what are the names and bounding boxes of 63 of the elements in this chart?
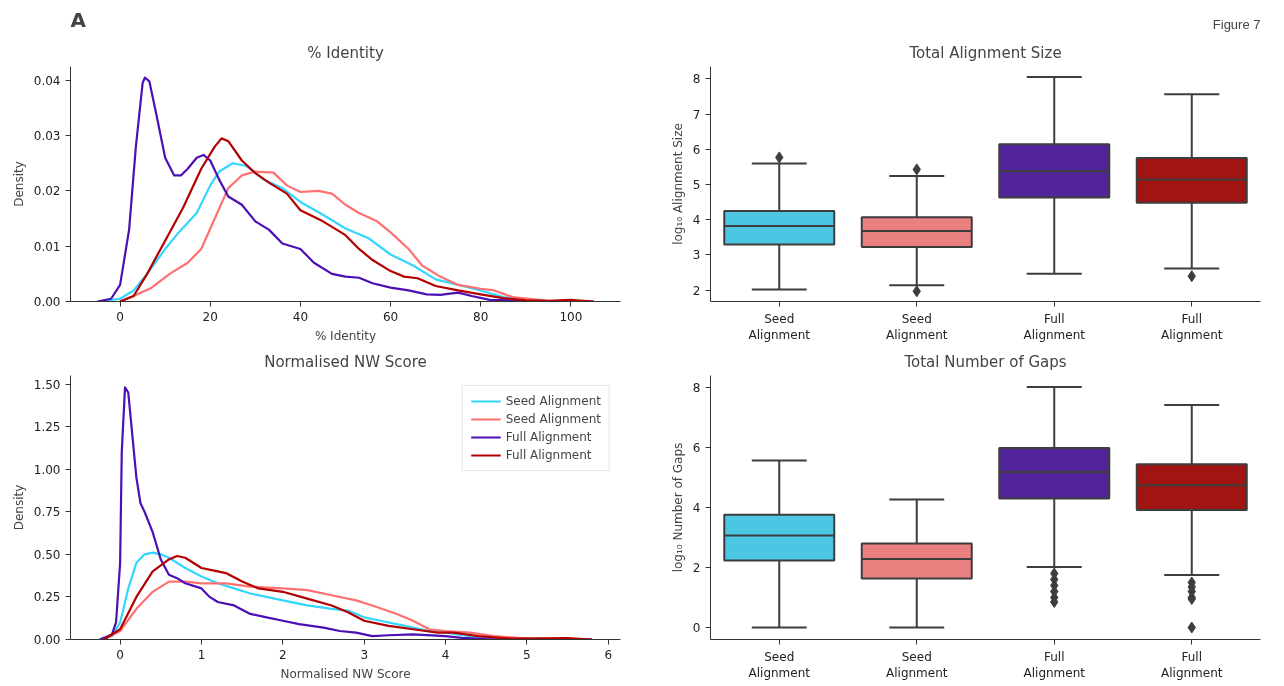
legend-label: Full Alignment	[505, 448, 592, 462]
y-axis-title: Density	[11, 161, 26, 207]
x-tick-label: Seed Alignment	[886, 311, 948, 343]
legend-label: Seed Alignment	[505, 394, 601, 408]
x-tick-label: 80	[473, 309, 489, 324]
x-tick-label: 0	[116, 309, 124, 324]
y-tick-label: 0.02	[33, 184, 61, 199]
y-tick-label: 1.00	[33, 462, 61, 477]
x-axis-title: Normalised NW Score	[280, 666, 411, 681]
x-tick-label: Seed Alignment	[748, 311, 811, 343]
legend-label: Full Alignment	[505, 430, 592, 444]
x-tick-label: 100	[559, 309, 583, 324]
x-tick-label: 40	[292, 309, 309, 324]
chart-title: Total Number of Gaps	[903, 352, 1067, 371]
x-tick-label: 1	[197, 647, 206, 662]
x-tick-label: Full Alignment	[1161, 649, 1223, 681]
y-axis-title: log₁₀ Alignment Size	[670, 123, 685, 245]
x-tick-label: 3	[360, 647, 369, 662]
y-tick-label: 1.25	[33, 420, 61, 435]
y-tick-label: 1.50	[33, 377, 61, 392]
x-tick-label: 0	[116, 647, 124, 662]
y-tick-label: 4	[692, 501, 701, 515]
y-tick-label: 6	[692, 441, 701, 455]
text: A	[70, 7, 87, 32]
y-tick-label: 3	[692, 248, 701, 263]
y-tick-label: 8	[692, 72, 701, 87]
y-tick-label: 0.00	[33, 633, 61, 647]
chart-title: Normalised NW Score	[264, 352, 427, 371]
x-tick-label: 60	[382, 309, 399, 324]
x-tick-label: 2	[279, 647, 287, 662]
x-tick-label: Seed Alignment	[748, 649, 811, 681]
y-tick-label: 0.75	[33, 505, 61, 520]
y-tick-label: 0.03	[33, 129, 61, 144]
y-tick-label: 0.00	[33, 295, 61, 309]
x-tick-label: 6	[604, 647, 613, 662]
y-tick-label: 0.50	[33, 547, 61, 562]
x-tick-label: 5	[523, 647, 531, 662]
chart-title: % Identity	[307, 43, 384, 62]
y-tick-label: 2	[692, 283, 701, 298]
x-tick-label: 20	[202, 309, 218, 324]
legend-label: Seed Alignment	[505, 412, 601, 426]
x-tick-label: Full Alignment	[1023, 311, 1086, 343]
x-axis-title: % Identity	[314, 328, 377, 343]
y-tick-label: 6	[692, 142, 701, 157]
y-tick-label: 0.01	[33, 239, 61, 254]
line-series	[102, 554, 594, 640]
x-tick-label: Full Alignment	[1161, 311, 1223, 343]
y-axis-title: Density	[11, 484, 26, 531]
chart-title: Total Alignment Size	[908, 43, 1062, 62]
y-tick-label: 0	[692, 621, 701, 635]
y-tick-label: 5	[692, 178, 701, 193]
y-tick-label: 4	[692, 213, 701, 228]
y-tick-label: 0.25	[33, 590, 61, 605]
y-axis-title: log₁₀ Number of Gaps	[670, 442, 685, 573]
y-tick-label: 7	[692, 107, 701, 122]
x-tick-label: Seed Alignment	[886, 649, 948, 681]
y-tick-label: 2	[692, 561, 701, 575]
x-tick-label: 4	[441, 647, 450, 662]
y-tick-label: 8	[692, 381, 701, 395]
caption: Figure 7	[1212, 16, 1261, 32]
x-tick-label: Full Alignment	[1023, 649, 1086, 681]
line-series	[118, 137, 595, 302]
y-tick-label: 0.04	[33, 73, 61, 88]
